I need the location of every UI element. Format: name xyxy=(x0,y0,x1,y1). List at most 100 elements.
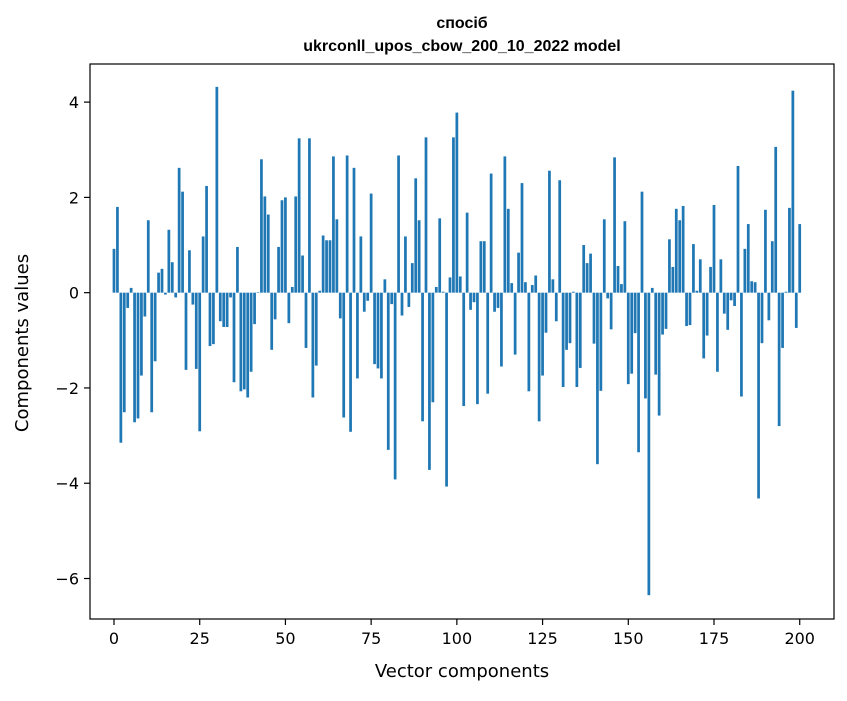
bar xyxy=(585,263,589,293)
bar xyxy=(229,292,232,298)
bar xyxy=(524,282,527,293)
bar xyxy=(170,262,174,293)
bar xyxy=(452,137,455,293)
bar xyxy=(561,292,565,387)
bar xyxy=(277,246,280,293)
bar xyxy=(311,292,315,398)
bar xyxy=(722,292,726,314)
bar xyxy=(784,291,788,293)
bar xyxy=(332,156,335,293)
bar xyxy=(181,191,184,293)
bar xyxy=(482,241,486,293)
bar xyxy=(692,244,695,293)
x-tick-label: 125 xyxy=(527,629,558,648)
x-tick-label: 100 xyxy=(442,629,473,648)
bar xyxy=(356,292,359,379)
bar xyxy=(678,220,682,293)
bar xyxy=(174,292,178,298)
bar xyxy=(273,292,277,320)
bar xyxy=(537,292,541,422)
bar xyxy=(404,236,407,293)
bar xyxy=(791,90,795,293)
bar xyxy=(386,292,390,450)
bar xyxy=(572,291,575,293)
x-tick-label: 25 xyxy=(190,629,210,648)
x-tick-label: 50 xyxy=(275,629,295,648)
bar xyxy=(352,167,356,293)
bar xyxy=(448,277,452,293)
bar xyxy=(674,208,678,293)
bar xyxy=(698,259,702,293)
bar xyxy=(136,292,140,419)
bar xyxy=(129,287,133,293)
bar xyxy=(565,292,568,350)
bar xyxy=(688,292,692,326)
x-tick-label: 200 xyxy=(784,629,815,648)
bar xyxy=(414,178,418,293)
bar xyxy=(633,292,637,334)
bar xyxy=(544,292,548,333)
bar xyxy=(239,292,243,392)
bar xyxy=(493,292,496,312)
y-axis-label: Components values xyxy=(12,254,33,432)
bar xyxy=(527,292,531,392)
bar xyxy=(421,292,424,422)
bar xyxy=(383,279,387,293)
bar xyxy=(534,275,538,293)
bar xyxy=(160,268,164,293)
bar xyxy=(465,212,469,293)
bar xyxy=(167,229,171,293)
bar xyxy=(568,292,572,344)
bar xyxy=(517,252,520,293)
bar xyxy=(743,248,747,293)
bar xyxy=(191,292,195,305)
bar xyxy=(321,235,325,293)
bar xyxy=(345,155,349,293)
bar xyxy=(479,241,483,293)
bar xyxy=(407,292,411,307)
bar xyxy=(260,159,263,293)
bar xyxy=(294,196,298,293)
bar xyxy=(438,218,442,293)
bar xyxy=(716,292,719,372)
bar xyxy=(496,292,500,308)
bar xyxy=(486,292,490,394)
bar xyxy=(208,292,212,347)
bar xyxy=(472,292,476,303)
bar xyxy=(798,224,802,293)
bar xyxy=(428,292,431,470)
bar xyxy=(685,292,688,327)
bar xyxy=(205,185,208,293)
bar xyxy=(366,292,370,301)
bar xyxy=(143,292,147,317)
bar xyxy=(592,292,596,344)
bar xyxy=(530,285,534,293)
x-tick-label: 0 xyxy=(109,629,119,648)
bar xyxy=(709,266,712,293)
bar xyxy=(582,245,586,293)
bar xyxy=(757,292,760,499)
bar xyxy=(263,196,267,293)
bar xyxy=(620,284,623,293)
bar xyxy=(712,205,716,293)
y-tick-label: −2 xyxy=(55,379,79,398)
chart-title-line-1: спосіб xyxy=(436,15,487,32)
bar xyxy=(297,138,301,293)
bar xyxy=(280,200,284,293)
bar xyxy=(637,292,640,453)
bar xyxy=(362,292,366,312)
bar xyxy=(554,292,558,322)
bar xyxy=(644,292,647,399)
bar xyxy=(630,292,634,374)
bar xyxy=(335,219,339,293)
y-tick-label: −6 xyxy=(55,570,79,589)
bar xyxy=(541,292,544,376)
bar xyxy=(225,292,229,327)
bar xyxy=(376,292,380,369)
bar xyxy=(654,292,658,375)
bar xyxy=(476,292,479,405)
bar xyxy=(740,292,743,397)
bar xyxy=(788,207,791,293)
bar xyxy=(349,292,352,432)
